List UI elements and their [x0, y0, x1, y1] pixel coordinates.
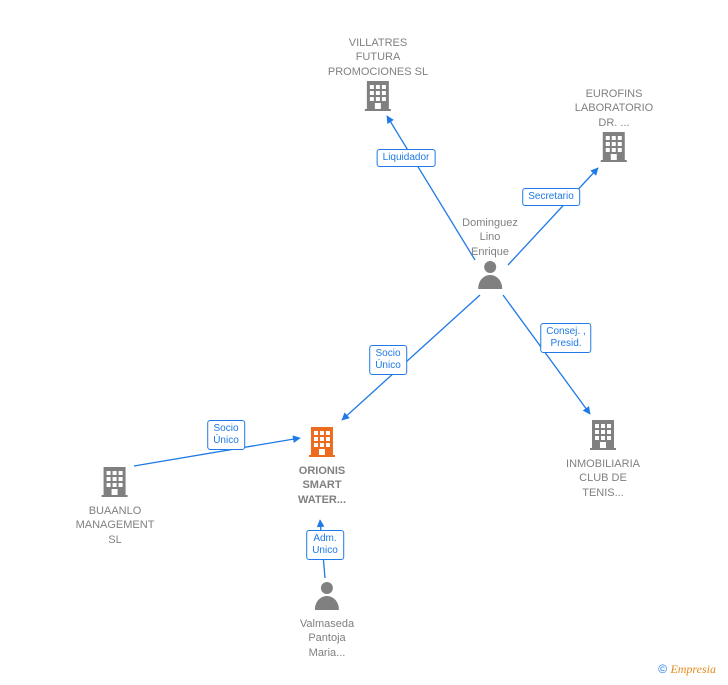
node-orionis[interactable]: ORIONIS SMART WATER...: [298, 425, 346, 507]
node-dominguez[interactable]: Dominguez Lino Enrique: [462, 214, 518, 294]
node-valmaseda[interactable]: Valmaseda Pantoja Maria...: [300, 580, 354, 660]
building-icon: [598, 149, 630, 166]
node-label: Dominguez Lino Enrique: [462, 216, 518, 259]
node-label: EUROFINS LABORATORIO DR. ...: [575, 87, 653, 130]
node-label: Valmaseda Pantoja Maria...: [300, 617, 354, 660]
copyright-symbol: ©: [658, 662, 667, 676]
node-buaanlo[interactable]: BUAANLO MANAGEMENT SL: [76, 465, 155, 547]
node-eurofins[interactable]: EUROFINS LABORATORIO DR. ...: [575, 85, 653, 167]
edge-line: [342, 295, 480, 420]
node-villatres[interactable]: VILLATRES FUTURA PROMOCIONES SL: [328, 34, 428, 116]
node-inmobiliaria[interactable]: INMOBILIARIA CLUB DE TENIS...: [566, 418, 640, 500]
building-icon: [587, 437, 619, 454]
edge-label: Secretario: [522, 188, 580, 206]
edge-label: Liquidador: [377, 149, 436, 167]
edge-label: Socio Único: [369, 345, 407, 375]
edge-label: Socio Único: [207, 420, 245, 450]
node-label: ORIONIS SMART WATER...: [298, 464, 346, 507]
credit: © Empresia: [658, 662, 716, 677]
edge-line: [503, 295, 590, 414]
node-label: VILLATRES FUTURA PROMOCIONES SL: [328, 36, 428, 79]
building-icon: [306, 444, 338, 461]
person-icon: [313, 597, 341, 614]
edge-label: Consej. , Presid.: [540, 323, 591, 353]
building-icon: [362, 98, 394, 115]
person-icon: [476, 276, 504, 293]
edge-label: Adm. Unico: [306, 530, 344, 560]
brand-name: Empresia: [670, 662, 716, 676]
node-label: BUAANLO MANAGEMENT SL: [76, 504, 155, 547]
building-icon: [99, 484, 131, 501]
node-label: INMOBILIARIA CLUB DE TENIS...: [566, 457, 640, 500]
edge-line: [508, 168, 598, 265]
diagram-canvas: VILLATRES FUTURA PROMOCIONES SL EUROFINS…: [0, 0, 728, 685]
